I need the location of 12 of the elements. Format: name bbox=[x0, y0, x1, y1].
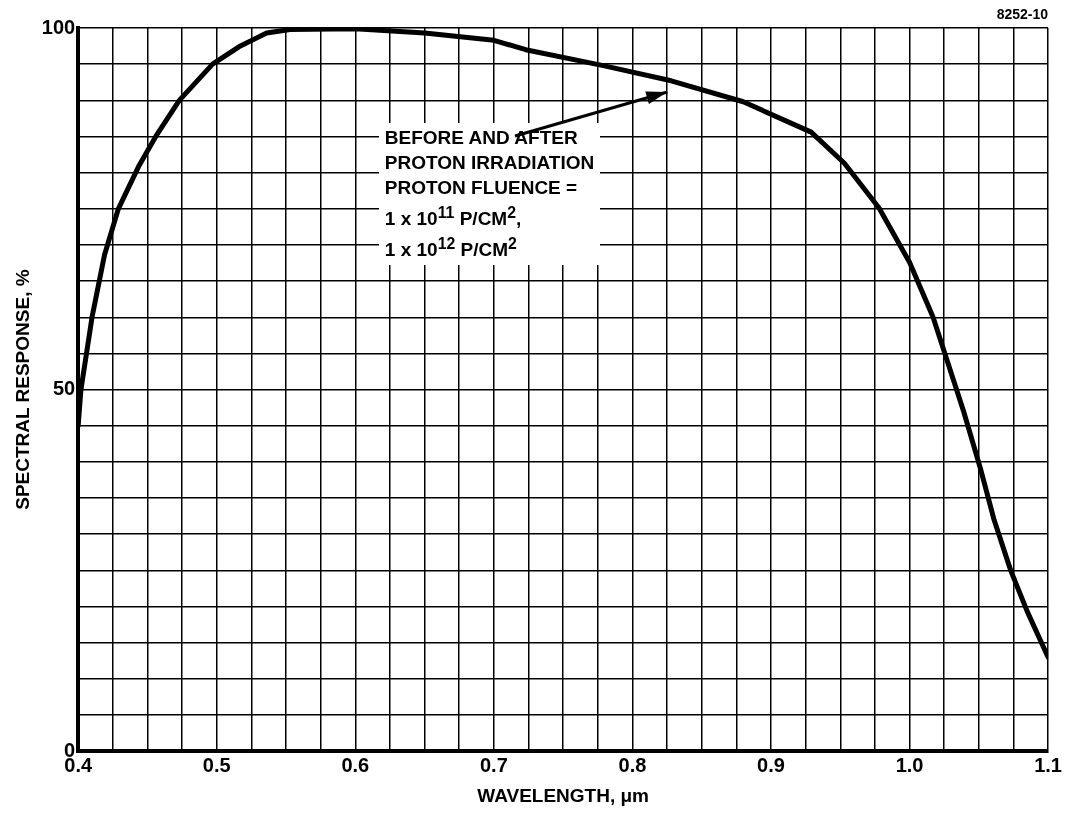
x-axis-title: WAVELENGTH, μm bbox=[477, 784, 649, 806]
x-tick-label: 0.7 bbox=[479, 753, 508, 776]
y-axis-title: SPECTRAL RESPONSE, % bbox=[11, 269, 33, 510]
x-tick-label: 1.1 bbox=[1034, 753, 1062, 776]
x-tick-label: 0.8 bbox=[618, 753, 647, 776]
y-tick-label: 100 bbox=[41, 15, 76, 38]
x-tick-label: 1.0 bbox=[895, 753, 924, 776]
x-tick-label: 0.6 bbox=[341, 753, 370, 776]
x-tick-label: 0.9 bbox=[757, 753, 785, 776]
text: 8252-10 bbox=[996, 6, 1049, 22]
x-tick-label: 0.5 bbox=[202, 753, 231, 776]
y-tick-label: 50 bbox=[52, 377, 76, 400]
